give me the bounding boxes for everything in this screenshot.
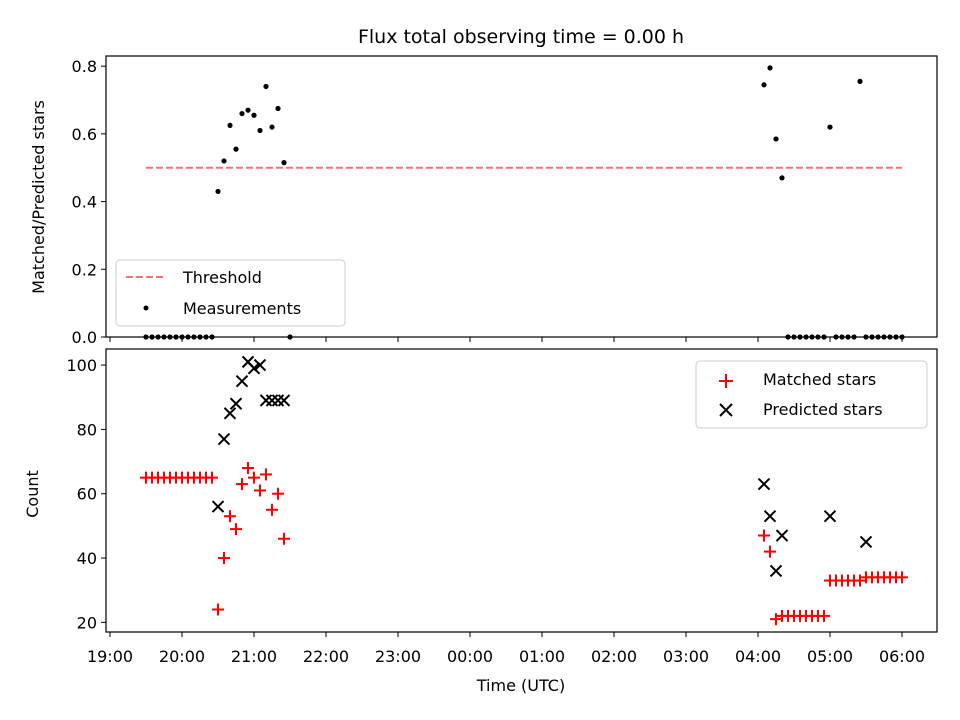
predicted-stars-point — [235, 374, 249, 388]
measurement-point — [263, 83, 269, 90]
top-y-tick-label: 0.4 — [72, 193, 97, 212]
matched-stars-point — [266, 503, 278, 516]
predicted-stars-point — [757, 477, 771, 491]
bottom-plot-marks — [140, 355, 908, 626]
bottom-plot: 20 40 60 80 100 19:00 20:00 21:00 22:00 23:00 00:… — [23, 348, 938, 695]
measurement-point — [857, 78, 863, 84]
measurement-point — [215, 188, 221, 195]
top-y-tick-label: 0.6 — [72, 125, 97, 144]
measurement-point — [281, 160, 287, 166]
legend-matched-swatch — [719, 374, 733, 388]
matched-stars-point — [764, 545, 776, 558]
measurement-point — [221, 158, 227, 164]
matched-stars-point — [758, 529, 770, 542]
x-tick-label: 03:00 — [663, 647, 709, 666]
predicted-stars-point — [211, 500, 225, 513]
matched-stars-point — [818, 609, 830, 622]
measurement-point — [233, 146, 239, 152]
legend-measurements-label: Measurements — [183, 299, 301, 318]
matched-stars-point — [260, 468, 272, 481]
x-tick-label: 20:00 — [159, 647, 205, 666]
top-x-ticks — [109, 337, 903, 342]
predicted-stars-point — [763, 510, 777, 523]
bottom-y-tick-label: 80 — [77, 420, 97, 439]
matched-stars-point — [278, 532, 290, 545]
predicted-stars-point — [277, 394, 291, 407]
top-legend: Threshold Measurements — [115, 259, 346, 327]
measurement-point — [257, 127, 263, 134]
predicted-stars-point — [229, 397, 243, 410]
bottom-legend: Matched stars Predicted stars — [695, 360, 928, 429]
predicted-stars-point — [775, 529, 789, 542]
legend-matched-label: Matched stars — [763, 370, 876, 389]
x-tick-label: 06:00 — [879, 647, 925, 666]
x-tick-label: 22:00 — [303, 647, 349, 666]
bottom-y-tick-label: 100 — [66, 356, 97, 375]
bottom-y-tick-label: 20 — [77, 613, 97, 632]
top-plot: 0.00.20.40.60.8 Matched/Predicted stars … — [29, 55, 938, 347]
bottom-y-axis-label: Count — [23, 470, 42, 518]
top-plot-frame — [105, 55, 938, 338]
legend-predicted-label: Predicted stars — [763, 400, 883, 419]
measurement-point — [251, 112, 257, 118]
matched-stars-point — [230, 523, 242, 536]
measurement-point — [227, 122, 233, 129]
bottom-y-ticks: 20 40 60 80 100 — [66, 356, 106, 632]
top-y-tick-label: 0.0 — [72, 328, 97, 347]
measurement-point — [275, 105, 281, 112]
top-y-tick-label: 0.8 — [72, 57, 97, 76]
x-tick-label: 05:00 — [807, 647, 853, 666]
x-tick-label: 04:00 — [735, 647, 781, 666]
legend-predicted-swatch — [719, 403, 733, 417]
measurement-point — [239, 110, 245, 117]
top-y-axis-label: Matched/Predicted stars — [29, 100, 48, 294]
measurement-point — [779, 175, 785, 181]
predicted-stars-point — [253, 358, 267, 372]
x-tick-label: 21:00 — [231, 647, 277, 666]
measurement-point — [245, 107, 251, 113]
measurement-point — [269, 124, 275, 130]
matched-stars-point — [248, 471, 260, 484]
x-tick-label: 01:00 — [519, 647, 565, 666]
top-y-ticks: 0.0 0.2 0.4 0.6 0.8 — [72, 57, 106, 347]
matched-stars-point — [272, 487, 284, 500]
measurement-point — [827, 124, 833, 130]
matched-stars-point — [224, 510, 236, 523]
matched-stars-point — [896, 571, 908, 584]
predicted-stars-point — [223, 407, 237, 420]
matched-stars-point — [206, 471, 218, 484]
matched-stars-point — [254, 484, 266, 497]
predicted-stars-point — [769, 564, 783, 578]
predicted-stars-point — [247, 362, 261, 375]
top-y-tick-label: 0.2 — [72, 260, 97, 279]
bottom-y-tick-label: 60 — [77, 485, 97, 504]
x-tick-label: 19:00 — [87, 647, 133, 666]
predicted-stars-point — [859, 535, 873, 549]
x-tick-label: 00:00 — [447, 647, 493, 666]
matched-stars-point — [212, 603, 224, 616]
bottom-plot-frame — [105, 348, 938, 633]
legend-threshold-label: Threshold — [182, 268, 262, 287]
matched-stars-point — [242, 461, 254, 474]
matched-stars-point — [236, 478, 248, 491]
chart-title: Flux total observing time = 0.00 h — [358, 26, 684, 48]
measurement-point — [767, 65, 773, 71]
measurement-point — [773, 136, 779, 142]
bottom-x-ticks: 19:00 20:00 21:00 22:00 23:00 00:00 01:00 02:00… — [87, 632, 925, 666]
x-tick-label: 23:00 — [375, 647, 421, 666]
predicted-stars-point — [217, 432, 231, 446]
x-tick-label: 02:00 — [591, 647, 637, 666]
predicted-stars-point — [823, 510, 837, 523]
x-axis-label: Time (UTC) — [476, 676, 565, 695]
matched-stars-point — [218, 552, 230, 565]
measurement-point — [761, 82, 767, 88]
legend-measurements-swatch — [143, 305, 149, 311]
bottom-y-tick-label: 40 — [77, 549, 97, 568]
